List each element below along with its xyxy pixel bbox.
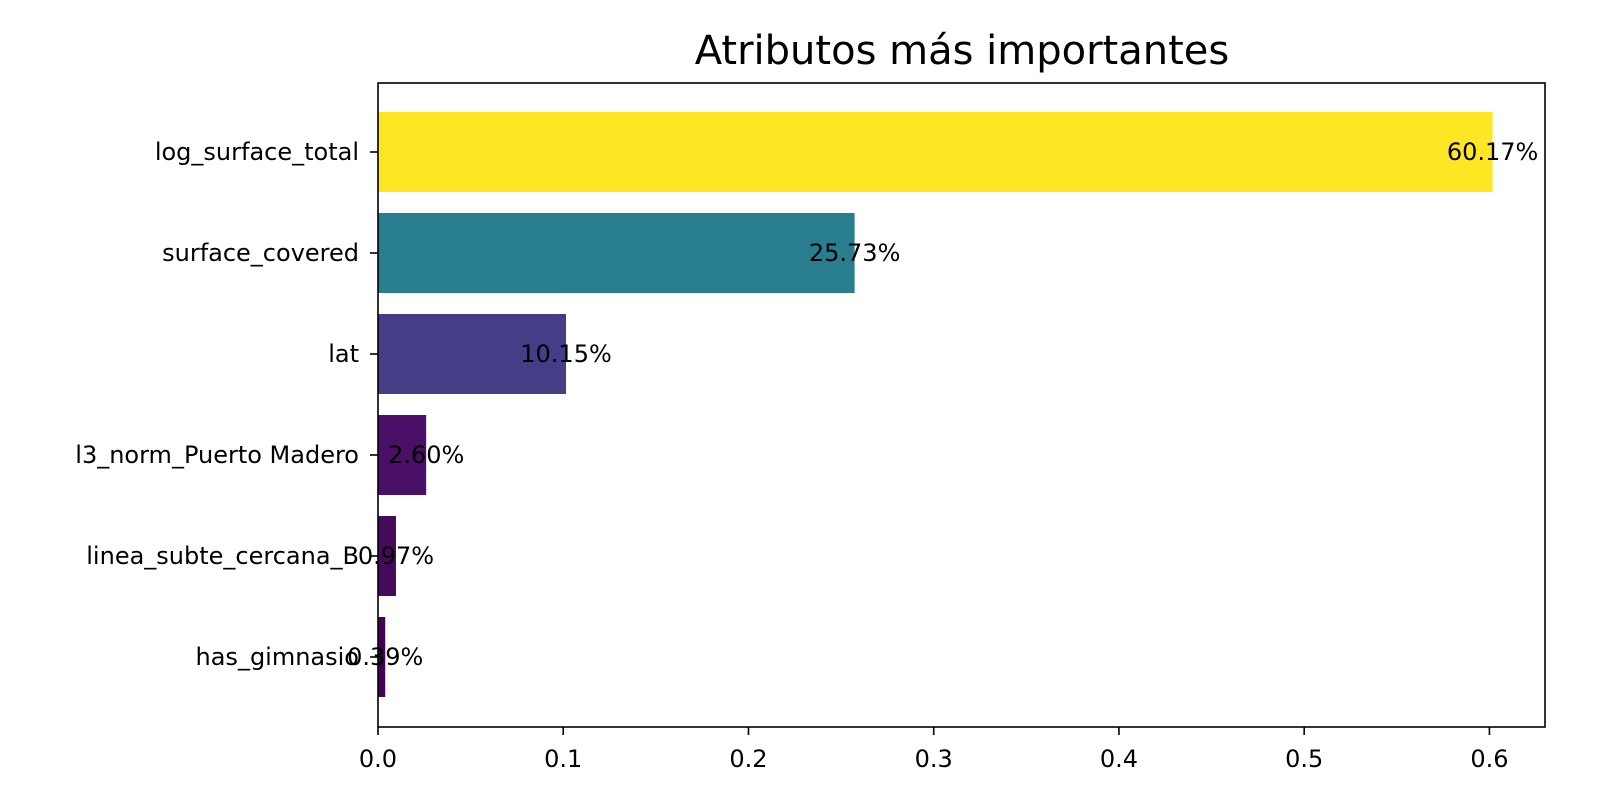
x-tick-label-4: 0.4 [1100, 745, 1138, 773]
y-tick-label-5: has_gimnasio [196, 643, 359, 671]
bar-3 [378, 415, 427, 495]
plot-frame [377, 82, 1546, 728]
y-tick-label-0: log_surface_total [155, 138, 359, 166]
data-label-5: 0.39% [347, 643, 423, 671]
x-tick-label-2: 0.2 [729, 745, 767, 773]
data-label-1: 25.73% [809, 239, 901, 267]
x-axis: 0.0 0.1 0.2 0.3 0.4 0.5 0.6 [359, 727, 1509, 773]
bar-1 [378, 213, 855, 293]
bars-layer [378, 112, 1493, 697]
x-tick-label-0: 0.0 [359, 745, 397, 773]
bar-2 [378, 314, 567, 394]
chart-title: Atributos más importantes [695, 28, 1229, 74]
y-tick-label-3: l3_norm_Puerto Madero [75, 441, 359, 469]
bar-4 [378, 516, 396, 596]
data-labels-layer: 60.17% 25.73% 10.15% 2.60% 0.97% 0.39% [347, 138, 1538, 671]
data-label-0: 60.17% [1447, 138, 1539, 166]
x-tick-label-5: 0.5 [1285, 745, 1323, 773]
data-label-3: 2.60% [388, 441, 464, 469]
bar-5 [378, 617, 386, 697]
y-tick-label-4: linea_subte_cercana_B [86, 542, 359, 570]
y-tick-label-1: surface_covered [162, 239, 359, 267]
y-tick-label-2: lat [328, 340, 359, 368]
data-label-4: 0.97% [358, 542, 434, 570]
bar-0 [378, 112, 1493, 192]
data-label-2: 10.15% [520, 340, 612, 368]
x-tick-label-1: 0.1 [544, 745, 582, 773]
x-tick-label-6: 0.6 [1470, 745, 1508, 773]
x-tick-label-3: 0.3 [915, 745, 953, 773]
